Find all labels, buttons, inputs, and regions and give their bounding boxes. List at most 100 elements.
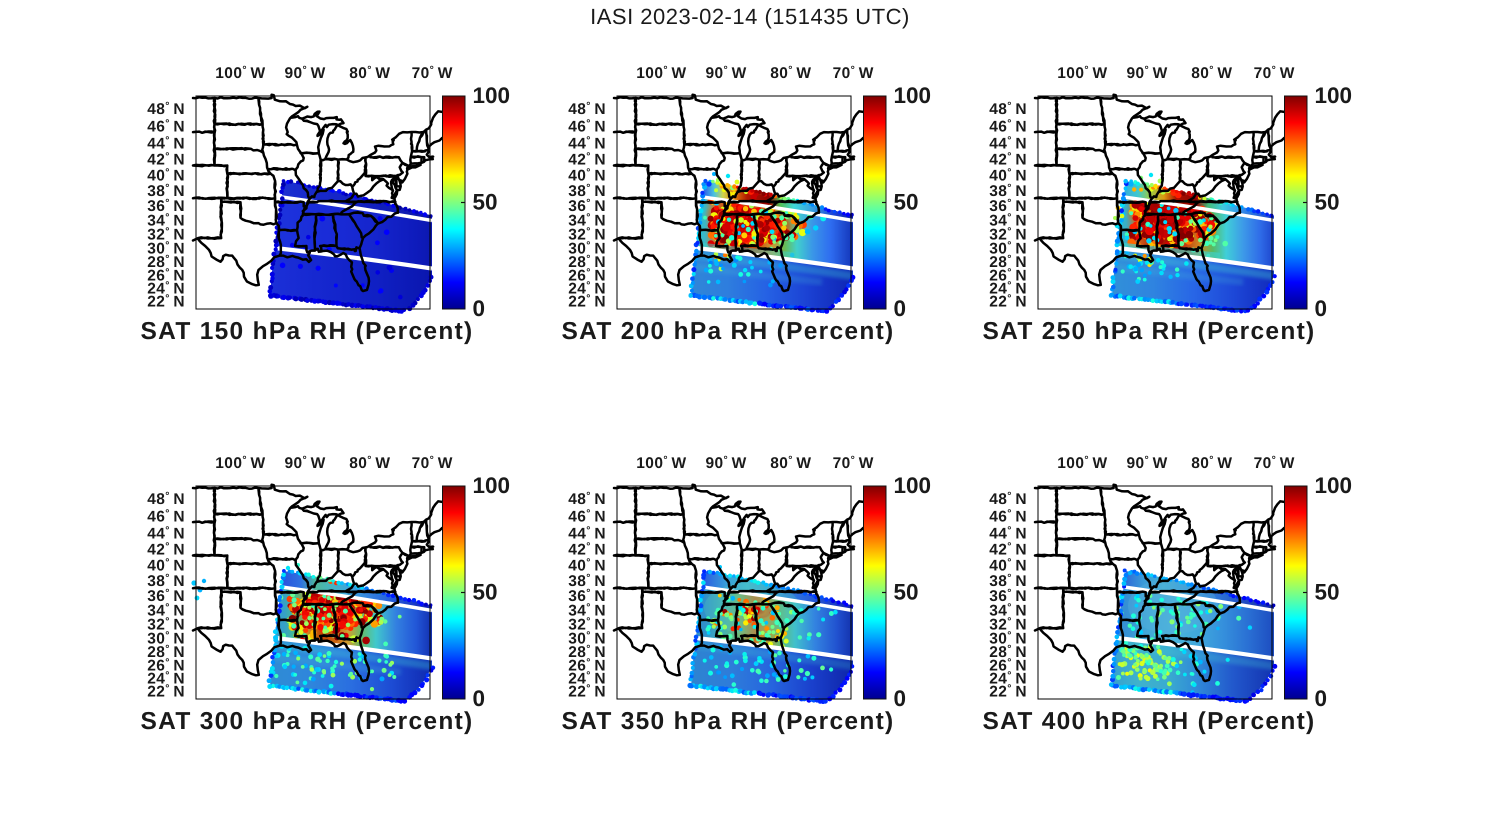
svg-text:32° N: 32° N [568,226,606,244]
svg-text:32° N: 32° N [989,616,1027,634]
svg-text:80° W: 80° W [349,454,390,472]
svg-text:0: 0 [1315,296,1328,321]
svg-text:44° N: 44° N [147,134,185,152]
svg-text:24° N: 24° N [147,280,185,298]
svg-text:50: 50 [1315,190,1340,215]
svg-text:80° W: 80° W [1191,64,1232,82]
svg-text:42° N: 42° N [568,151,606,169]
svg-text:SAT 300 hPa RH (Percent): SAT 300 hPa RH (Percent) [141,708,474,735]
svg-text:100: 100 [1315,473,1353,498]
svg-text:28° N: 28° N [147,643,185,661]
svg-text:0: 0 [894,686,907,711]
svg-text:24° N: 24° N [147,670,185,688]
svg-text:80° W: 80° W [1191,454,1232,472]
svg-text:38° N: 38° N [989,572,1027,590]
svg-text:100: 100 [1315,83,1353,108]
svg-text:90° W: 90° W [705,454,746,472]
svg-text:70° W: 70° W [412,454,453,472]
svg-text:22° N: 22° N [989,683,1027,701]
svg-text:46° N: 46° N [568,507,606,525]
svg-text:38° N: 38° N [147,572,185,590]
svg-text:26° N: 26° N [568,267,606,285]
svg-text:40° N: 40° N [147,166,185,184]
svg-text:28° N: 28° N [147,253,185,271]
svg-text:34° N: 34° N [989,601,1027,619]
svg-text:34° N: 34° N [147,211,185,229]
svg-text:0: 0 [1315,686,1328,711]
svg-text:90° W: 90° W [705,64,746,82]
svg-text:SAT 250 hPa RH (Percent): SAT 250 hPa RH (Percent) [983,318,1316,345]
svg-text:48° N: 48° N [989,100,1027,118]
svg-text:48° N: 48° N [147,490,185,508]
svg-text:44° N: 44° N [568,524,606,542]
svg-text:36° N: 36° N [568,587,606,605]
svg-text:32° N: 32° N [147,616,185,634]
svg-text:48° N: 48° N [568,100,606,118]
svg-text:44° N: 44° N [568,134,606,152]
svg-text:38° N: 38° N [568,572,606,590]
svg-text:44° N: 44° N [989,134,1027,152]
svg-text:32° N: 32° N [147,226,185,244]
svg-text:44° N: 44° N [147,524,185,542]
svg-text:0: 0 [894,296,907,321]
svg-text:36° N: 36° N [147,197,185,215]
svg-text:0: 0 [473,296,486,321]
svg-text:100: 100 [894,83,932,108]
svg-text:34° N: 34° N [568,601,606,619]
svg-text:24° N: 24° N [568,280,606,298]
svg-text:42° N: 42° N [147,541,185,559]
svg-text:42° N: 42° N [568,541,606,559]
svg-text:100° W: 100° W [1057,454,1107,472]
svg-text:30° N: 30° N [989,630,1027,648]
svg-text:22° N: 22° N [568,683,606,701]
svg-text:90° W: 90° W [284,64,325,82]
svg-text:50: 50 [473,580,498,605]
svg-text:50: 50 [1315,580,1340,605]
svg-text:100° W: 100° W [636,454,686,472]
svg-text:36° N: 36° N [147,587,185,605]
svg-text:100: 100 [894,473,932,498]
svg-text:42° N: 42° N [989,541,1027,559]
svg-text:46° N: 46° N [568,117,606,135]
svg-text:38° N: 38° N [147,182,185,200]
svg-text:70° W: 70° W [1254,64,1295,82]
svg-text:46° N: 46° N [147,507,185,525]
svg-text:50: 50 [473,190,498,215]
svg-text:34° N: 34° N [147,601,185,619]
svg-text:80° W: 80° W [770,64,811,82]
svg-text:28° N: 28° N [989,253,1027,271]
svg-text:32° N: 32° N [989,226,1027,244]
svg-text:40° N: 40° N [147,556,185,574]
svg-text:40° N: 40° N [568,166,606,184]
svg-text:40° N: 40° N [989,166,1027,184]
svg-text:28° N: 28° N [568,253,606,271]
svg-text:28° N: 28° N [989,643,1027,661]
svg-text:26° N: 26° N [147,657,185,675]
svg-text:28° N: 28° N [568,643,606,661]
svg-text:36° N: 36° N [989,587,1027,605]
svg-text:100° W: 100° W [1057,64,1107,82]
svg-text:48° N: 48° N [989,490,1027,508]
svg-text:30° N: 30° N [989,240,1027,258]
svg-text:22° N: 22° N [147,293,185,311]
svg-text:40° N: 40° N [989,556,1027,574]
svg-text:80° W: 80° W [770,454,811,472]
svg-text:70° W: 70° W [412,64,453,82]
svg-text:38° N: 38° N [568,182,606,200]
svg-text:26° N: 26° N [568,657,606,675]
svg-text:100° W: 100° W [636,64,686,82]
svg-text:70° W: 70° W [1254,454,1295,472]
svg-text:44° N: 44° N [989,524,1027,542]
svg-text:32° N: 32° N [568,616,606,634]
svg-text:42° N: 42° N [989,151,1027,169]
svg-text:46° N: 46° N [147,117,185,135]
svg-text:100: 100 [473,473,511,498]
svg-text:90° W: 90° W [1126,454,1167,472]
svg-text:30° N: 30° N [568,240,606,258]
svg-text:22° N: 22° N [568,293,606,311]
svg-text:90° W: 90° W [1126,64,1167,82]
svg-text:50: 50 [894,580,919,605]
svg-text:80° W: 80° W [349,64,390,82]
svg-text:SAT 350 hPa RH (Percent): SAT 350 hPa RH (Percent) [562,708,895,735]
svg-text:30° N: 30° N [568,630,606,648]
